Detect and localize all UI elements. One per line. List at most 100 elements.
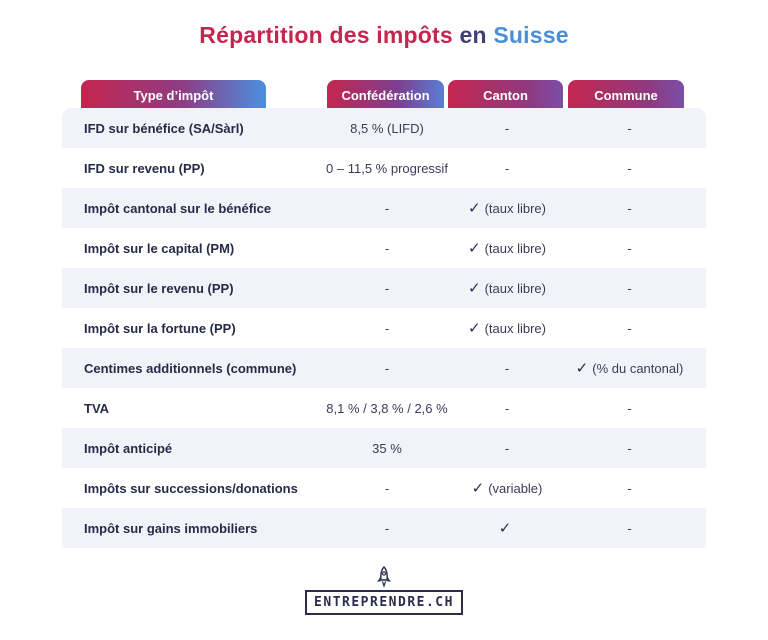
check-icon: ✓ xyxy=(468,240,481,257)
table-row: Impôt anticipé 35 % - - xyxy=(62,428,706,468)
row-label: Impôt anticipé xyxy=(84,428,344,468)
cell-commune: ✓ (% du cantonal) xyxy=(567,348,692,388)
cell-canton: - xyxy=(447,388,567,428)
row-label-text: Impôt cantonal sur le bénéfice xyxy=(84,200,272,216)
check-icon: ✓ xyxy=(575,360,589,377)
table-row: Impôts sur successions/donations - ✓ (varia… xyxy=(62,468,706,508)
cell-commune: - xyxy=(567,508,692,548)
check-icon: ✓ xyxy=(468,320,481,337)
logo-text: ENTREPRENDRE.CH xyxy=(305,590,463,615)
cell-commune-text: - xyxy=(627,240,632,256)
cell-confederation: - xyxy=(317,268,457,308)
cell-canton: ✓ (variable) xyxy=(447,468,567,508)
cell-commune: - xyxy=(567,228,692,268)
cell-canton-text: - xyxy=(504,440,510,456)
check-icon: ✓ xyxy=(498,520,512,537)
row-label-text: Impôt anticipé xyxy=(84,440,173,456)
cell-confederation-text: - xyxy=(384,320,390,336)
cell-canton-text: (taux libre) xyxy=(484,240,546,256)
row-label-text: Centimes additionnels (commune) xyxy=(84,360,297,376)
cell-confederation-text: - xyxy=(384,480,390,496)
cell-canton: ✓ (taux libre) xyxy=(447,188,567,228)
row-label-text: TVA xyxy=(84,400,110,416)
check-icon: ✓ xyxy=(471,480,485,497)
cell-confederation-text: - xyxy=(384,240,390,256)
cell-confederation-text: - xyxy=(384,280,390,296)
cell-canton-text: (variable) xyxy=(488,480,543,496)
cell-confederation: 35 % xyxy=(317,428,457,468)
row-label-text: Impôts sur successions/donations xyxy=(84,480,298,496)
cell-confederation-text: - xyxy=(384,200,390,216)
check-icon: ✓ xyxy=(468,200,481,217)
title-part-1: Répartition des impôts xyxy=(199,22,460,48)
row-label: Impôt sur le capital (PM) xyxy=(84,228,344,268)
table-row: IFD sur bénéfice (SA/Sàrl) 8,5 % (LIFD) - - xyxy=(62,108,706,148)
tax-table: IFD sur bénéfice (SA/Sàrl) 8,5 % (LIFD) - -… xyxy=(62,108,706,554)
cell-confederation-text: - xyxy=(384,520,390,536)
row-label-text: IFD sur bénéfice (SA/Sàrl) xyxy=(84,120,244,136)
header-commune: Commune xyxy=(568,80,684,110)
row-label: Impôts sur successions/donations xyxy=(84,468,344,508)
title-part-2: en xyxy=(459,22,494,48)
cell-confederation-text: 35 % xyxy=(372,440,402,456)
row-label-text: IFD sur revenu (PP) xyxy=(84,160,205,176)
table-row: Impôt sur gains immobiliers - ✓ - xyxy=(62,508,706,548)
cell-canton: ✓ xyxy=(447,508,567,548)
row-label: Impôt sur gains immobiliers xyxy=(84,508,344,548)
row-label-text: Impôt sur le capital (PM) xyxy=(84,240,235,256)
cell-canton-text: (taux libre) xyxy=(484,200,546,216)
row-label-text: Impôt sur le revenu (PP) xyxy=(84,280,234,296)
cell-canton: ✓ (taux libre) xyxy=(447,308,567,348)
cell-commune: - xyxy=(567,148,692,188)
logo: ENTREPRENDRE.CH xyxy=(0,566,768,615)
cell-confederation-text: 8,5 % (LIFD) xyxy=(350,120,424,136)
row-label: IFD sur revenu (PP) xyxy=(84,148,344,188)
cell-commune: - xyxy=(567,308,692,348)
check-icon: ✓ xyxy=(468,280,481,297)
cell-commune: - xyxy=(567,268,692,308)
cell-confederation: 8,1 % / 3,8 % / 2,6 % xyxy=(317,388,457,428)
cell-canton: ✓ (taux libre) xyxy=(447,268,567,308)
cell-confederation: 0 – 11,5 % progressif xyxy=(317,148,457,188)
cell-confederation: - xyxy=(317,468,457,508)
cell-commune-text: - xyxy=(627,160,632,176)
cell-commune-text: - xyxy=(627,480,632,496)
cell-commune-text: - xyxy=(627,400,632,416)
cell-commune: - xyxy=(567,468,692,508)
cell-commune: - xyxy=(567,188,692,228)
cell-canton: - xyxy=(447,148,567,188)
cell-confederation: - xyxy=(317,188,457,228)
cell-confederation: - xyxy=(317,508,457,548)
cell-confederation: - xyxy=(317,308,457,348)
rocket-icon xyxy=(377,566,391,588)
cell-canton-text: (taux libre) xyxy=(484,320,546,336)
cell-canton: - xyxy=(447,108,567,148)
cell-confederation-text: 8,1 % / 3,8 % / 2,6 % xyxy=(326,400,448,416)
row-label: IFD sur bénéfice (SA/Sàrl) xyxy=(84,108,344,148)
cell-commune-text: - xyxy=(627,440,632,456)
cell-canton-text: - xyxy=(504,160,510,176)
cell-canton-text: - xyxy=(504,360,510,376)
row-label: Centimes additionnels (commune) xyxy=(84,348,344,388)
row-label: Impôt cantonal sur le bénéfice xyxy=(84,188,344,228)
cell-canton: ✓ (taux libre) xyxy=(447,228,567,268)
cell-confederation: - xyxy=(317,228,457,268)
cell-canton: - xyxy=(447,348,567,388)
cell-commune: - xyxy=(567,428,692,468)
cell-commune-text: (% du cantonal) xyxy=(592,360,684,376)
table-row: Impôt cantonal sur le bénéfice - ✓ (taux li… xyxy=(62,188,706,228)
title-part-3: Suisse xyxy=(493,22,569,48)
header-canton: Canton xyxy=(448,80,563,110)
cell-commune-text: - xyxy=(627,320,632,336)
table-row: Impôt sur le capital (PM) - ✓ (taux libre) - xyxy=(62,228,706,268)
header-confederation: Confédération xyxy=(327,80,444,110)
header-type: Type d’impôt xyxy=(81,80,266,110)
table-row: IFD sur revenu (PP) 0 – 11,5 % progressif… xyxy=(62,148,706,188)
table-row: Impôt sur le revenu (PP) - ✓ (taux libre) - xyxy=(62,268,706,308)
cell-confederation-text: 0 – 11,5 % progressif xyxy=(326,160,448,176)
cell-commune: - xyxy=(567,108,692,148)
cell-confederation: - xyxy=(317,348,457,388)
cell-canton-text: - xyxy=(504,120,510,136)
table-row: Centimes additionnels (commune) - - ✓ (% du … xyxy=(62,348,706,388)
cell-commune-text: - xyxy=(627,200,632,216)
